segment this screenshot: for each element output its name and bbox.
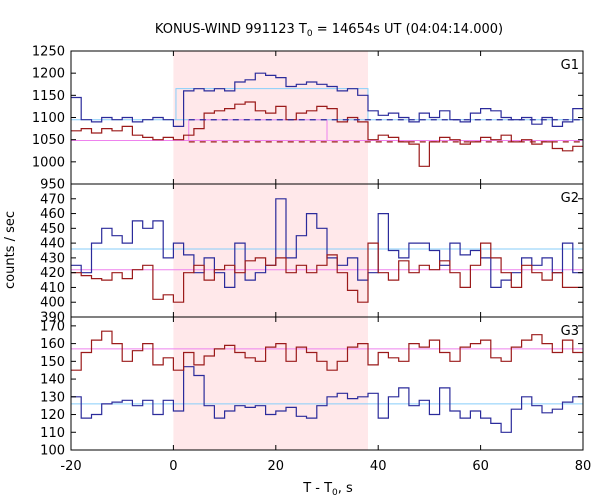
y-tick-label: 470 — [40, 192, 65, 207]
y-tick-label: 1100 — [32, 111, 65, 126]
series-red-G1 — [71, 101, 583, 167]
x-tick-label: 40 — [370, 459, 387, 474]
burst-interval-shade — [173, 51, 368, 450]
series-red-G2 — [71, 242, 583, 303]
y-tick-label: 130 — [40, 390, 65, 405]
y-tick-label: 150 — [40, 355, 65, 370]
panel-G2 — [71, 198, 583, 303]
panel-border — [70, 316, 584, 451]
panel-G1 — [71, 72, 583, 167]
y-tick-label: 1200 — [32, 67, 65, 82]
series-red-G3 — [71, 330, 583, 371]
panel-label: G2 — [561, 191, 579, 206]
x-tick-label: 20 — [268, 459, 285, 474]
y-tick-label: 390 — [40, 311, 65, 326]
x-axis-label: T - T0, s — [302, 481, 353, 498]
x-tick-label: 0 — [169, 459, 177, 474]
series-blue-G1 — [71, 72, 583, 127]
shade-layer — [173, 51, 368, 450]
x-tick-label: 60 — [472, 459, 489, 474]
x-tick-label: 80 — [575, 459, 592, 474]
y-tick-label: 1150 — [32, 89, 65, 104]
y-tick-label: 440 — [40, 237, 65, 252]
series-blue-G2 — [71, 198, 583, 288]
y-tick-label: 1050 — [32, 133, 65, 148]
x-tick-label: -20 — [60, 459, 81, 474]
panel-label: G1 — [561, 58, 579, 73]
y-tick-label: 430 — [40, 251, 65, 266]
y-tick-label: 140 — [40, 373, 65, 388]
y-tick-label: 110 — [40, 426, 65, 441]
frames-layer: 950100010501100115012001250G139040041042… — [32, 45, 591, 475]
panel-frame-G3: 100 110 120 130 140 150 160 170 G3 — [40, 316, 584, 459]
y-tick-label: 460 — [40, 207, 65, 222]
panel-G3 — [71, 330, 583, 433]
y-tick-label: 420 — [40, 266, 65, 281]
y-tick-label: 410 — [40, 281, 65, 296]
series-blue-G3 — [71, 366, 583, 433]
y-tick-label: 1000 — [32, 155, 65, 170]
panels-layer — [71, 72, 583, 433]
y-tick-label: 450 — [40, 222, 65, 237]
y-tick-label: 400 — [40, 296, 65, 311]
y-tick-label: 100 — [40, 444, 65, 459]
panel-frame-G1: 950 1000 1050 1100 1150 1200 1250 G1 — [32, 45, 584, 193]
y-tick-label: 950 — [40, 178, 65, 193]
y-tick-label: 120 — [40, 408, 65, 423]
y-tick-label: 1250 — [32, 45, 65, 60]
panel-label: G3 — [561, 324, 579, 339]
y-axis-label: counts / sec — [3, 211, 18, 289]
y-tick-label: 160 — [40, 337, 65, 352]
chart-title: KONUS-WIND 991123 T0 = 14654s UT (04:04:… — [155, 22, 503, 39]
y-tick-label: 170 — [40, 319, 65, 334]
